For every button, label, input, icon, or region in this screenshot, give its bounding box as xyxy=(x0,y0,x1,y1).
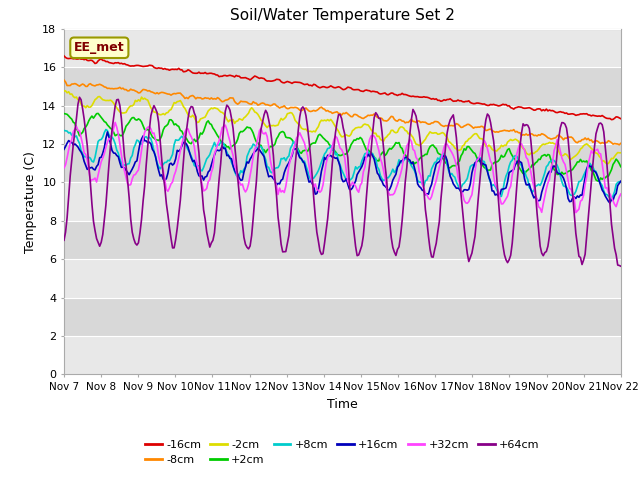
-8cm xyxy=(60,77,68,83)
Bar xyxy=(64,298,621,336)
+2cm xyxy=(246,125,254,131)
+8cm xyxy=(607,198,615,204)
+64cm xyxy=(617,264,625,269)
+64cm xyxy=(255,140,263,146)
-2cm xyxy=(305,129,313,134)
-16cm xyxy=(607,117,615,122)
+64cm xyxy=(228,115,236,121)
-8cm xyxy=(303,107,311,112)
Line: +64cm: +64cm xyxy=(64,97,621,266)
Line: -8cm: -8cm xyxy=(64,80,621,145)
+16cm xyxy=(305,179,313,185)
-8cm xyxy=(254,102,262,108)
Line: -2cm: -2cm xyxy=(64,91,621,164)
Bar xyxy=(64,106,621,144)
+8cm xyxy=(246,146,254,152)
+2cm xyxy=(595,178,603,184)
-2cm xyxy=(603,161,611,167)
+8cm xyxy=(130,145,138,151)
-8cm xyxy=(129,87,136,93)
+64cm xyxy=(60,238,68,243)
+8cm xyxy=(617,179,625,185)
-8cm xyxy=(244,101,252,107)
+8cm xyxy=(228,159,236,165)
+2cm xyxy=(255,142,263,148)
+16cm xyxy=(104,129,111,135)
+2cm xyxy=(305,146,313,152)
+64cm xyxy=(246,243,254,249)
+32cm xyxy=(305,163,313,168)
+2cm xyxy=(228,144,236,149)
Line: +16cm: +16cm xyxy=(64,132,621,203)
+64cm xyxy=(588,180,595,185)
+16cm xyxy=(588,163,595,169)
+32cm xyxy=(246,172,254,178)
+8cm xyxy=(305,173,313,179)
-16cm xyxy=(303,81,311,87)
+2cm xyxy=(60,111,68,117)
+64cm xyxy=(76,95,83,100)
Bar xyxy=(64,221,621,259)
+64cm xyxy=(130,236,138,242)
+16cm xyxy=(130,163,138,169)
Line: -16cm: -16cm xyxy=(64,56,621,120)
-16cm xyxy=(226,72,234,78)
Line: +8cm: +8cm xyxy=(64,130,621,201)
-2cm xyxy=(255,114,263,120)
+64cm xyxy=(305,138,313,144)
-16cm xyxy=(244,76,252,82)
-2cm xyxy=(130,102,138,108)
+16cm xyxy=(246,156,254,162)
-8cm xyxy=(586,138,594,144)
+32cm xyxy=(60,165,68,171)
Text: EE_met: EE_met xyxy=(74,41,125,54)
+16cm xyxy=(617,179,625,184)
+16cm xyxy=(255,147,263,153)
+32cm xyxy=(130,172,138,178)
+16cm xyxy=(606,200,614,206)
Bar xyxy=(64,144,621,182)
-2cm xyxy=(61,88,69,94)
+32cm xyxy=(255,128,263,133)
Legend: -16cm, -8cm, -2cm, +2cm, +8cm, +16cm, +32cm, +64cm: -16cm, -8cm, -2cm, +2cm, +8cm, +16cm, +3… xyxy=(141,435,544,470)
-16cm xyxy=(617,116,625,121)
-2cm xyxy=(588,145,595,151)
+2cm xyxy=(130,115,138,120)
-8cm xyxy=(617,141,625,146)
Line: +32cm: +32cm xyxy=(64,122,621,213)
-8cm xyxy=(226,95,234,101)
+2cm xyxy=(588,168,595,173)
-2cm xyxy=(228,118,236,124)
Line: +2cm: +2cm xyxy=(64,113,621,181)
+32cm xyxy=(111,120,119,125)
+32cm xyxy=(589,150,596,156)
Bar xyxy=(64,259,621,298)
+32cm xyxy=(572,210,580,216)
Title: Soil/Water Temperature Set 2: Soil/Water Temperature Set 2 xyxy=(230,9,455,24)
-16cm xyxy=(60,53,68,59)
+8cm xyxy=(102,127,109,132)
Bar xyxy=(64,67,621,106)
+16cm xyxy=(228,156,236,162)
+2cm xyxy=(94,110,102,116)
-16cm xyxy=(586,112,594,118)
-8cm xyxy=(616,142,623,148)
+8cm xyxy=(588,163,595,168)
Bar xyxy=(64,29,621,67)
-2cm xyxy=(60,88,68,94)
Y-axis label: Temperature (C): Temperature (C) xyxy=(24,151,36,252)
-2cm xyxy=(246,107,254,112)
-16cm xyxy=(254,75,262,81)
+16cm xyxy=(60,146,68,152)
+32cm xyxy=(228,147,236,153)
Bar xyxy=(64,336,621,374)
Bar xyxy=(64,182,621,221)
+8cm xyxy=(255,143,263,149)
+2cm xyxy=(617,164,625,169)
-2cm xyxy=(617,150,625,156)
X-axis label: Time: Time xyxy=(327,397,358,410)
-16cm xyxy=(129,63,136,69)
+8cm xyxy=(60,128,68,133)
+32cm xyxy=(617,191,625,197)
